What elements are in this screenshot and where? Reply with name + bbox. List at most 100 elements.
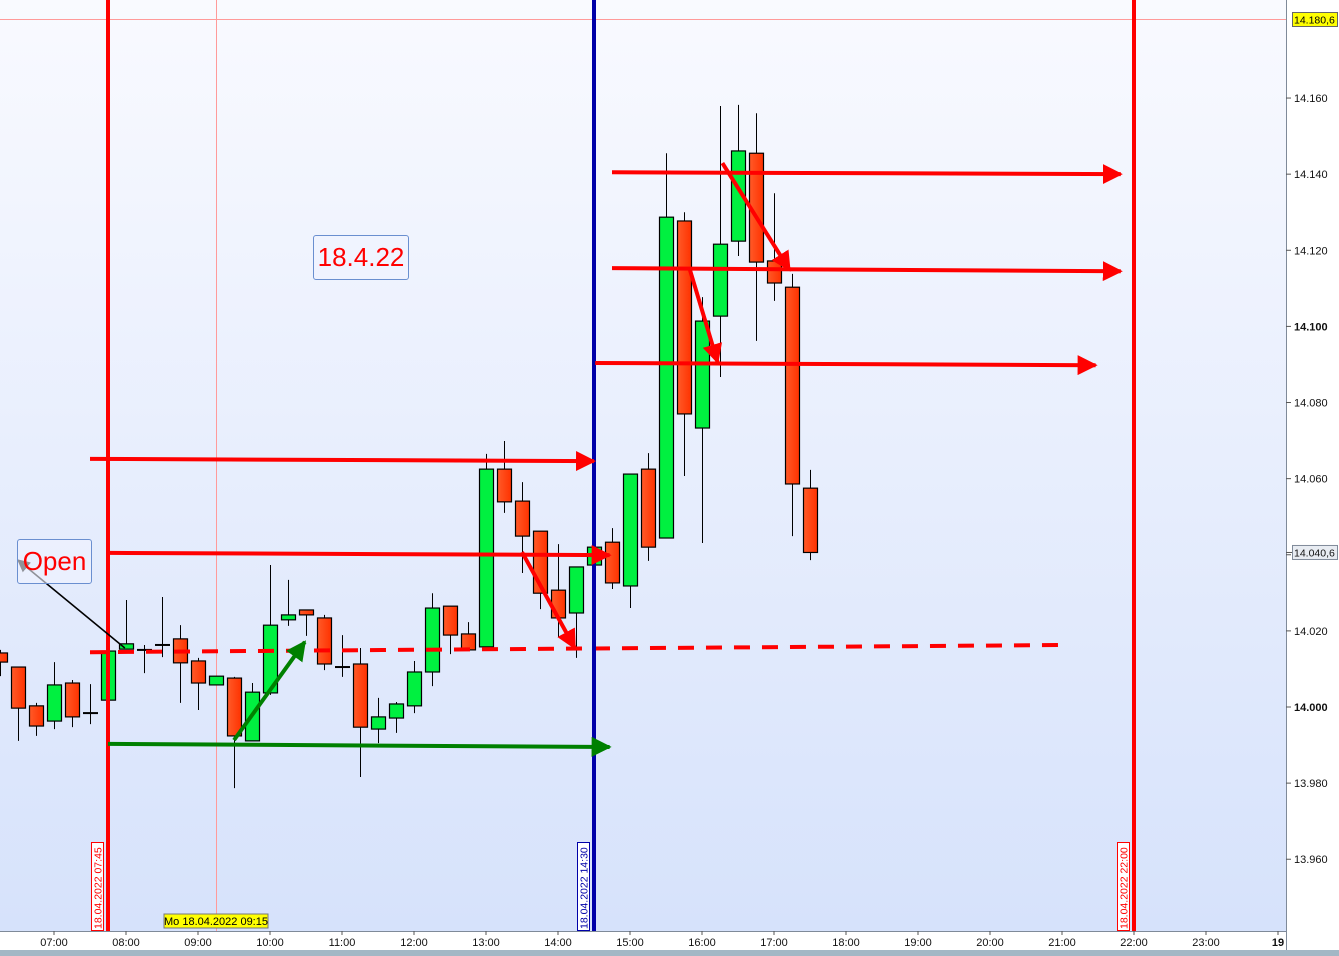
y-tick-label: 14.060	[1294, 474, 1328, 486]
vertical-marker-label-box	[1117, 842, 1130, 931]
red-arrow	[611, 164, 1123, 185]
y-tick-label: 14.000	[1294, 702, 1328, 714]
candle-body-down	[226, 677, 243, 737]
candle	[370, 697, 387, 744]
red-arrow	[720, 162, 792, 272]
x-tick-label: 19:00	[904, 937, 932, 949]
red-arrow	[688, 269, 723, 365]
x-tick-label: 19	[1272, 937, 1284, 949]
candle-body-down	[28, 705, 45, 727]
candle	[0, 649, 9, 677]
y-tick-label: 14.120	[1294, 245, 1328, 257]
x-tick-label: 11:00	[329, 937, 356, 949]
y-tick-label: 14.020	[1294, 626, 1328, 638]
candle	[802, 469, 819, 561]
x-tick-label: 17:00	[760, 937, 788, 949]
candle-body-down	[496, 468, 513, 503]
candle	[388, 702, 405, 733]
y-tick-label: 14.160	[1294, 93, 1328, 105]
candle	[568, 566, 585, 658]
candle-body-up	[478, 468, 495, 648]
x-tick-label: 15:00	[616, 937, 644, 949]
candle-body-up	[406, 671, 423, 707]
candle	[190, 657, 207, 711]
red-arrow	[89, 451, 596, 472]
crosshair-time-label-box	[163, 913, 269, 929]
green-arrow	[107, 736, 612, 757]
candle	[496, 440, 513, 513]
candle-body-down	[802, 487, 819, 554]
x-tick-label: 08:00	[112, 937, 140, 949]
candle-body-up	[370, 716, 387, 730]
x-tick-label: 21:00	[1048, 937, 1076, 949]
candle-body-down	[190, 660, 207, 684]
crosshair-price-label: 14.180,6	[1294, 15, 1335, 27]
last-price-label: 14.040,6	[1294, 547, 1335, 559]
candle-body-down	[442, 605, 459, 636]
vertical-marker-label: 18.04.2022 07:45	[93, 847, 105, 929]
open-annotation[interactable]: Open	[17, 539, 92, 584]
plot-area	[0, 0, 1286, 931]
candle-body-down	[352, 663, 369, 728]
candle-body-up	[712, 243, 729, 317]
open-level-dashed-line	[89, 642, 1069, 655]
candle	[226, 676, 243, 789]
candle	[658, 153, 675, 539]
last-price-label-box	[1292, 544, 1338, 560]
candle-body-down	[514, 500, 531, 537]
red-arrow	[520, 551, 577, 650]
candle-body-up	[46, 684, 63, 722]
vertical-marker-label: 18.04.2022 14:30	[579, 847, 591, 929]
candle-body-up	[658, 216, 675, 539]
candle	[83, 684, 98, 725]
candle	[46, 662, 63, 730]
candle-body-down	[550, 589, 567, 619]
candle-body-down	[0, 652, 9, 663]
candle	[712, 106, 729, 378]
candle	[352, 648, 369, 778]
green-arrow	[232, 640, 307, 742]
x-tick-label: 14:00	[544, 937, 572, 949]
candle-body-up	[280, 614, 297, 621]
candle-body-down	[10, 666, 27, 709]
y-tick-label: 14.080	[1294, 398, 1328, 410]
candle-body-up	[424, 607, 441, 673]
candle	[316, 614, 333, 671]
x-tick-label: 13:00	[472, 937, 500, 949]
candle-body-up	[208, 675, 225, 686]
y-tick-label: 13.960	[1294, 854, 1328, 866]
candle-body-up	[388, 703, 405, 719]
candle-body-down	[676, 220, 693, 415]
candle-body-up	[568, 566, 585, 614]
x-tick-label: 07:00	[40, 937, 68, 949]
y-tick-label: 14.100	[1294, 321, 1328, 333]
vertical-marker-label-box	[91, 842, 104, 931]
date-annotation[interactable]: 18.4.22	[313, 235, 409, 280]
candle	[478, 453, 495, 648]
candle	[155, 597, 170, 658]
crosshair-time-label: Mo 18.04.2022 09:15	[164, 916, 268, 928]
candle-body-down	[784, 286, 801, 485]
red-arrow	[107, 545, 612, 566]
candle-body-down	[640, 468, 657, 548]
y-tick-label: 13.980	[1294, 778, 1328, 790]
red-arrow	[611, 261, 1123, 282]
candle-body-down	[766, 260, 783, 284]
x-tick-label: 23:00	[1192, 937, 1220, 949]
candle-body-down	[298, 609, 315, 616]
candle	[442, 605, 459, 655]
horizontal-scrollbar[interactable]	[0, 950, 1339, 956]
x-tick-label: 22:00	[1120, 937, 1148, 949]
candle	[424, 593, 441, 687]
candle	[298, 609, 315, 636]
y-tick-label: 14.140	[1294, 169, 1328, 181]
vertical-marker-label: 18.04.2022 22:00	[1119, 847, 1131, 929]
candle	[335, 635, 350, 677]
x-tick-label: 12:00	[400, 937, 428, 949]
candle	[28, 702, 45, 736]
x-tick-label: 10:00	[256, 937, 284, 949]
x-tick-label: 20:00	[976, 937, 1004, 949]
candle	[64, 679, 81, 728]
candle	[406, 660, 423, 714]
